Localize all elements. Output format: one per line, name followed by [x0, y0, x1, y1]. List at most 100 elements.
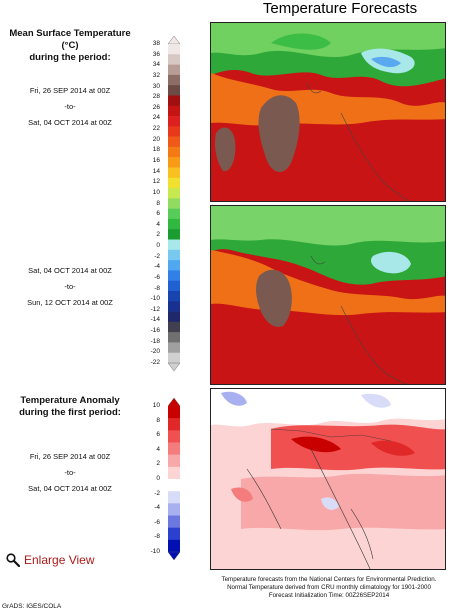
colorbar-segment	[168, 321, 180, 333]
colorbar-segment	[168, 430, 180, 443]
colorbar-tick-label: 16	[152, 156, 160, 164]
colorbar-segment	[168, 249, 180, 261]
colorbar-segment	[168, 44, 180, 55]
colorbar-segment	[168, 95, 180, 107]
colorbar-tick-label: -14	[150, 316, 160, 324]
period1-sep: -to-	[64, 102, 76, 111]
colorbar-tick-label: 20	[152, 135, 160, 143]
colorbar-tick-label: -16	[150, 327, 160, 335]
colorbar-tick-label: 12	[152, 178, 160, 186]
colorbar-segment	[168, 466, 180, 480]
colorbar-segment	[168, 290, 180, 302]
colorbar-tick-label: -18	[150, 337, 160, 345]
colorbar-tick-label: -10	[150, 295, 160, 303]
colorbar-segment	[168, 177, 180, 189]
colorbar-segment	[168, 218, 180, 230]
colorbar-segment	[168, 454, 180, 468]
footer-notes: Temperature forecasts from the National …	[186, 576, 472, 601]
enlarge-view-button[interactable]: Enlarge View	[6, 553, 95, 567]
colorbar-segment	[168, 167, 180, 179]
map-mean-temp-period2[interactable]	[210, 205, 446, 385]
colorbar-segment	[168, 442, 180, 455]
colorbar-tick-label: 8	[156, 416, 160, 424]
colorbar-tick-label: 36	[152, 50, 160, 58]
colorbar-tick-label: 8	[156, 199, 160, 207]
mean-heading-line1: Mean Surface Temperature (°C)	[9, 28, 131, 51]
colorbar-tick-label: -4	[154, 263, 160, 271]
colorbar-cap-top	[167, 35, 181, 45]
colorbar-tick-label: -12	[150, 305, 160, 313]
grads-credit: GrADS: IGES/COLA	[2, 603, 62, 610]
colorbar-tick-label: 4	[156, 445, 160, 453]
anomaly-sep: -to-	[64, 468, 76, 477]
colorbar-segment	[168, 280, 180, 292]
colorbar-tick-label: 28	[152, 93, 160, 101]
footer-line-2: Normal Temperature derived from CRU mont…	[227, 584, 431, 592]
colorbar-tick-label: 10	[152, 188, 160, 196]
colorbar-tick-label: 38	[152, 40, 160, 47]
colorbar-tick-label: -2	[154, 489, 160, 497]
colorbar-segment	[168, 54, 180, 65]
period1-from: Fri, 26 SEP 2014 at 00Z	[29, 86, 111, 95]
colorbar-segment	[168, 198, 180, 209]
colorbar-segment	[168, 229, 180, 240]
anomaly-colorbar	[162, 397, 188, 565]
colorbar-segment	[168, 311, 180, 323]
anomaly-heading: Temperature Anomaly during the first per…	[0, 395, 140, 419]
temperature-colorbar	[162, 35, 188, 376]
colorbar-tick-label: 0	[156, 475, 160, 482]
colorbar-segment	[168, 270, 180, 281]
enlarge-view-label: Enlarge View	[24, 553, 95, 567]
colorbar-segment	[168, 136, 180, 148]
colorbar-tick-label: -10	[150, 548, 160, 555]
colorbar-segment	[168, 64, 180, 76]
colorbar-segment	[168, 116, 180, 127]
colorbar-segment	[168, 74, 180, 86]
colorbar-tick-label: 26	[152, 103, 160, 111]
period2-sep: -to-	[64, 282, 76, 291]
anomaly-heading-line2: during the first period:	[19, 407, 121, 418]
colorbar-segment	[168, 208, 180, 220]
colorbar-tick-label: 0	[156, 242, 160, 250]
period2-dates: Sat, 04 OCT 2014 at 00Z -to- Sun, 12 OCT…	[0, 266, 140, 308]
colorbar-segment	[168, 491, 180, 504]
anomaly-heading-line1: Temperature Anomaly	[20, 395, 120, 406]
map-temp-anomaly[interactable]	[210, 388, 446, 570]
colorbar-tick-label: -8	[154, 284, 160, 292]
temperature-colorbar-graphic	[167, 35, 181, 372]
colorbar-segment	[168, 418, 180, 431]
colorbar-tick-label: 32	[152, 71, 160, 79]
colorbar-tick-label: -8	[154, 533, 160, 541]
map-mean-temp-period1[interactable]	[210, 22, 446, 202]
colorbar-segment	[168, 342, 180, 354]
colorbar-segment	[168, 126, 180, 137]
anomaly-dates: Fri, 26 SEP 2014 at 00Z -to- Sat, 04 OCT…	[0, 452, 140, 494]
colorbar-tick-label: 6	[156, 210, 160, 218]
colorbar-segment	[168, 188, 180, 199]
mean-heading-line2: during the period:	[29, 52, 111, 63]
colorbar-tick-label: 6	[156, 431, 160, 439]
period2-to: Sun, 12 OCT 2014 at 00Z	[27, 298, 113, 307]
colorbar-tick-label: 2	[156, 231, 160, 239]
colorbar-segment	[168, 406, 180, 419]
colorbar-tick-label: 24	[152, 114, 160, 122]
colorbar-segment	[168, 85, 180, 96]
colorbar-tick-label: -22	[150, 359, 160, 366]
colorbar-segment	[168, 503, 180, 516]
colorbar-cap-bottom	[167, 362, 181, 372]
colorbar-segment	[168, 479, 180, 492]
anomaly-colorbar-graphic	[167, 397, 181, 561]
map-period2-graphic	[211, 206, 445, 384]
map-anomaly-graphic	[211, 389, 445, 569]
period1-dates: Fri, 26 SEP 2014 at 00Z -to- Sat, 04 OCT…	[0, 86, 140, 128]
colorbar-tick-label: 18	[152, 146, 160, 154]
colorbar-segment	[168, 301, 180, 312]
magnifier-icon	[6, 553, 20, 567]
colorbar-tick-label: 14	[152, 167, 160, 175]
map-period1-graphic	[211, 23, 445, 201]
colorbar-tick-label: -6	[154, 273, 160, 281]
footer-line-1: Temperature forecasts from the National …	[221, 576, 437, 583]
colorbar-segment	[168, 157, 180, 168]
colorbar-segment	[168, 332, 180, 343]
colorbar-tick-label: 2	[156, 460, 160, 468]
